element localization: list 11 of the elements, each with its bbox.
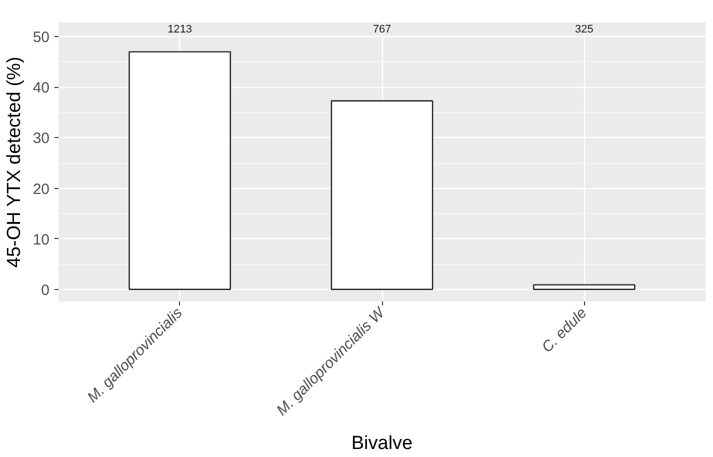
y-tick-label: 0	[41, 282, 50, 299]
y-tick-label: 40	[32, 80, 50, 97]
y-tick-label: 20	[32, 180, 50, 198]
y-axis-title: 45-OH YTX detected (%)	[4, 56, 25, 268]
y-tick-label: 50	[32, 29, 50, 46]
y-tick-label: 30	[32, 130, 50, 148]
x-axis-title: Bivalve	[351, 433, 413, 454]
y-tick-label: 10	[32, 231, 50, 248]
annotation: 767	[372, 24, 392, 36]
annotation: 1213	[168, 24, 192, 36]
annotation: 325	[575, 24, 594, 36]
